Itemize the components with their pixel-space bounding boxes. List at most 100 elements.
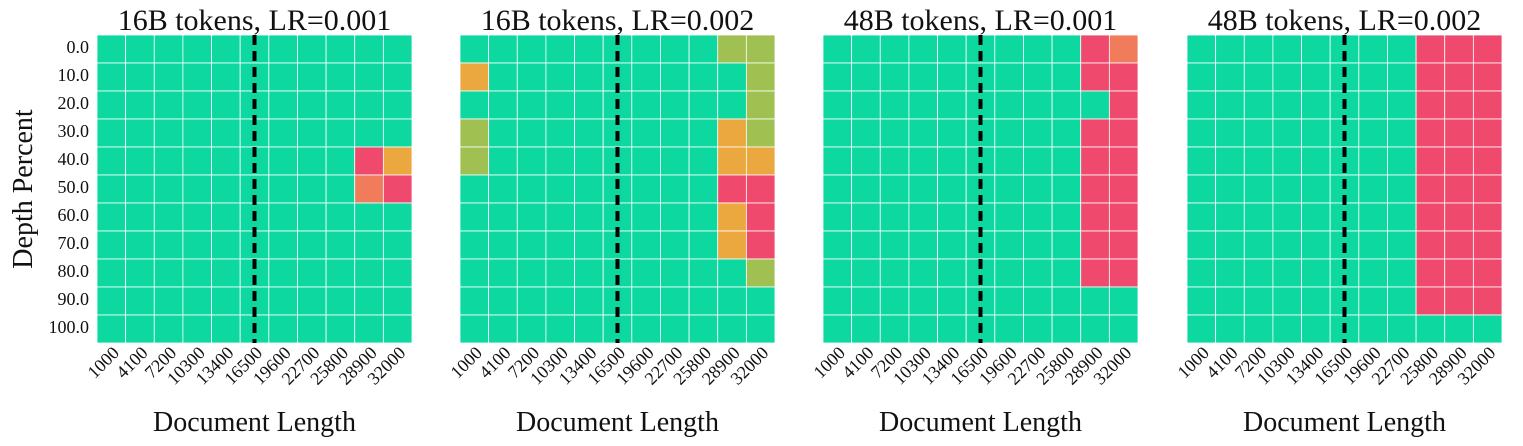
heatmap-cell — [745, 90, 776, 120]
heatmap-cell — [1243, 62, 1274, 92]
heatmap-cell — [879, 174, 910, 204]
heatmap-cell — [574, 314, 604, 344]
heatmap-cell — [994, 286, 1024, 316]
heatmap-cell — [908, 258, 938, 288]
heatmap-cell — [631, 314, 661, 344]
heatmap-cell — [879, 34, 910, 64]
heatmap-cell — [382, 202, 413, 232]
heatmap-cell — [96, 230, 127, 260]
heatmap-cell — [545, 146, 575, 176]
heatmap-cell — [153, 90, 184, 120]
heatmap-cell — [1051, 146, 1082, 176]
heatmap-cell — [96, 62, 127, 92]
heatmap-cell — [1444, 230, 1474, 260]
heatmap-cell — [879, 258, 910, 288]
heatmap-cell — [1472, 230, 1503, 260]
heatmap-cell — [382, 62, 413, 92]
heatmap-cell — [745, 286, 776, 316]
heatmap-cell — [851, 34, 881, 64]
heatmap-cell — [297, 90, 327, 120]
heatmap-cell — [182, 118, 212, 148]
heatmap-cell — [1301, 202, 1331, 232]
heatmap-cell — [1186, 286, 1217, 316]
heatmap-cell — [1023, 174, 1053, 204]
heatmap-cell — [1108, 34, 1139, 64]
heatmap-cell — [994, 230, 1024, 260]
heatmap-cell — [631, 230, 661, 260]
heatmap-cell — [1215, 62, 1245, 92]
heatmap-cell — [1358, 258, 1388, 288]
heatmap-cell — [96, 118, 127, 148]
heatmap-cell — [660, 118, 690, 148]
heatmap-cell — [1023, 314, 1053, 344]
heatmap-cell — [325, 286, 356, 316]
heatmap-cell — [879, 90, 910, 120]
heatmap-cell — [96, 314, 127, 344]
heatmap-cell — [1415, 258, 1446, 288]
heatmap-cell — [908, 34, 938, 64]
heatmap-cell — [879, 62, 910, 92]
heatmap-cell — [354, 90, 384, 120]
heatmap-cell — [688, 258, 719, 288]
heatmap-cell — [354, 62, 384, 92]
heatmap-cell — [574, 286, 604, 316]
heatmap-cell — [268, 146, 298, 176]
heatmap-cell — [631, 34, 661, 64]
heatmap-cell — [153, 314, 184, 344]
heatmap-cell — [1272, 230, 1302, 260]
heatmap-cell — [660, 174, 690, 204]
heatmap-cell — [660, 230, 690, 260]
heatmap-cell — [1472, 146, 1503, 176]
heatmap-cell — [688, 62, 719, 92]
heatmap-cell — [822, 62, 853, 92]
heatmap-cell — [1186, 202, 1217, 232]
chart-title: 16B tokens, LR=0.002 — [481, 4, 755, 37]
heatmap-cell — [325, 230, 356, 260]
heatmap-cell — [879, 314, 910, 344]
y-tick-label: 0.0 — [67, 37, 90, 57]
heatmap-cell — [574, 34, 604, 64]
heatmap-cell — [1023, 34, 1053, 64]
heatmap-cell — [1023, 258, 1053, 288]
heatmap-cell — [1472, 34, 1503, 64]
heatmap-cell — [1387, 90, 1417, 120]
heatmap-cell — [96, 258, 127, 288]
heatmap-cell — [354, 258, 384, 288]
heatmap-cell — [182, 146, 212, 176]
heatmap-cell — [1051, 202, 1082, 232]
heatmap-cell — [96, 174, 127, 204]
x-axis-label: Document Length — [879, 407, 1082, 438]
heatmap-cell — [574, 62, 604, 92]
heatmap-cell — [994, 118, 1024, 148]
heatmap-cell — [459, 314, 490, 344]
heatmap-cell — [325, 174, 356, 204]
heatmap-cell — [488, 314, 518, 344]
heatmap-cell — [516, 230, 547, 260]
heatmap-cell — [822, 314, 853, 344]
heatmap-cell — [1272, 118, 1302, 148]
heatmap-cell — [1415, 230, 1446, 260]
heatmap-cell — [908, 118, 938, 148]
heatmap-cell — [1186, 118, 1217, 148]
heatmap-cell — [211, 34, 241, 64]
heatmap-cell — [937, 34, 967, 64]
heatmap-cell — [660, 146, 690, 176]
heatmap-cell — [1272, 258, 1302, 288]
heatmap-cell — [182, 62, 212, 92]
heatmap-cell — [1108, 286, 1139, 316]
heatmap-cell — [1415, 314, 1446, 344]
heatmap-cell — [822, 202, 853, 232]
heatmap-cell — [937, 286, 967, 316]
heatmap-cell — [1051, 286, 1082, 316]
heatmap-cell — [125, 34, 155, 64]
heatmap-cell — [1387, 62, 1417, 92]
heatmap-cell — [488, 146, 518, 176]
heatmap-cell — [1023, 90, 1053, 120]
heatmap-cell — [1472, 118, 1503, 148]
heatmap-cell — [688, 118, 719, 148]
heatmap-cell — [211, 230, 241, 260]
heatmap-cell — [1023, 62, 1053, 92]
heatmap-cell — [488, 258, 518, 288]
heatmap-cell — [1472, 174, 1503, 204]
heatmap-cell — [660, 202, 690, 232]
